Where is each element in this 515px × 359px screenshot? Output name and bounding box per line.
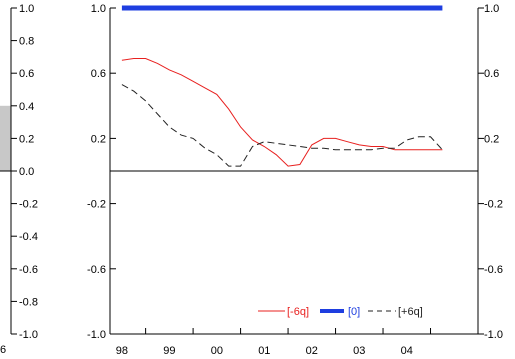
- bg-y-tick-label: 0.2: [19, 133, 34, 145]
- x-tick-label: 04: [401, 345, 413, 357]
- x-tick-label: 00: [211, 345, 223, 357]
- bg-y-tick-label: -0.6: [19, 264, 38, 276]
- legend-label-0: [-6q]: [287, 306, 309, 318]
- series-line-0: [121, 58, 443, 167]
- left-y-tick-label: 1.0: [91, 3, 106, 15]
- bg-y-tick-label: 0.8: [19, 36, 34, 48]
- x-tick-label: 01: [258, 345, 270, 357]
- bg-y-tick-label: 1.0: [19, 3, 34, 15]
- main-chart: 1.0 0.6 0.2 -0.2 -0.6 -1.0 1.0 0.6 0.2 -0.2 -0.6 -1…: [87, 3, 503, 357]
- x-tick-label: 98: [116, 345, 128, 357]
- left-y-tick-label: -0.6: [87, 264, 106, 276]
- right-y-tick-label: 1.0: [484, 3, 499, 15]
- x-tick-label: 03: [353, 345, 365, 357]
- right-y-tick-label: -0.2: [484, 199, 503, 211]
- bg-y-tick-label: -0.8: [19, 296, 38, 308]
- left-y-tick-label: 0.6: [91, 68, 106, 80]
- legend-label-1: [0]: [348, 306, 360, 318]
- series-line-2: [121, 84, 443, 167]
- bg-bar-0: [0, 105, 11, 171]
- bg-y-tick-label: 0.4: [19, 101, 34, 113]
- left-y-tick-label: 0.2: [91, 133, 106, 145]
- left-y-tick-label: -1.0: [87, 329, 106, 341]
- right-y-tick-label: -0.6: [484, 264, 503, 276]
- bg-y-tick-label: -1.0: [19, 329, 38, 341]
- x-tick-label: 99: [163, 345, 175, 357]
- bg-x-tick-label: 6: [0, 344, 6, 356]
- bg-y-tick-label: -0.2: [19, 199, 38, 211]
- background-chart: 1.0 0.8 0.6 0.4 0.2 0.0 -0.2 -0.4 -0.6 -0.8 -1.0 6: [0, 3, 38, 356]
- right-y-tick-label: 0.6: [484, 68, 499, 80]
- right-y-tick-label: -1.0: [484, 329, 503, 341]
- left-y-tick-label: -0.2: [87, 199, 106, 211]
- bg-y-tick-label: -0.4: [19, 231, 38, 243]
- bg-y-tick-label: 0.6: [19, 68, 34, 80]
- legend-label-2: [+6q]: [398, 306, 423, 318]
- x-tick-label: 02: [306, 345, 318, 357]
- bg-y-tick-label: 0.0: [19, 166, 34, 178]
- right-y-tick-label: 0.2: [484, 133, 499, 145]
